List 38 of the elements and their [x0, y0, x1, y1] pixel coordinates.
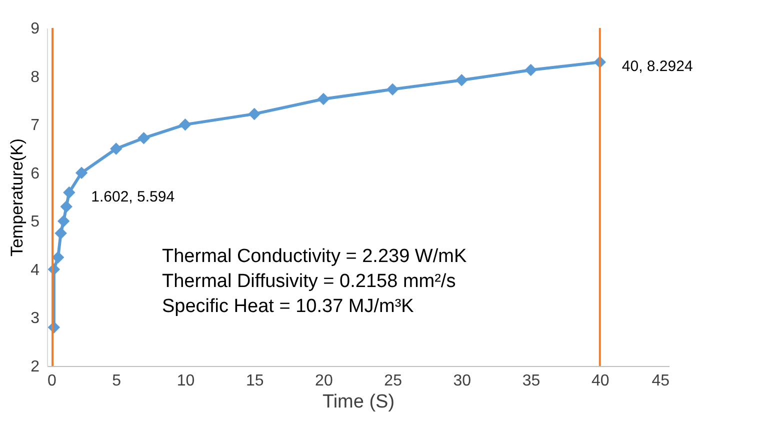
y-tick-label: 9 [30, 20, 40, 38]
y-tick-label: 3 [30, 310, 40, 328]
annotation: 40, 8.2924 [622, 58, 693, 76]
x-tick-label: 35 [522, 372, 540, 390]
point [138, 132, 150, 144]
point [75, 166, 88, 179]
x-tick-label: 0 [48, 372, 56, 390]
point [248, 108, 260, 120]
x-tick-label: 25 [384, 372, 402, 390]
point [110, 142, 122, 155]
y-tick-label: 2 [30, 358, 40, 376]
y-tick-label: 7 [30, 117, 40, 134]
y-axis-title: Temperature(K) [8, 138, 27, 257]
y-tick-label: 4 [30, 262, 40, 279]
x-tick-label: 40 [591, 372, 610, 390]
point [54, 227, 67, 240]
x-tick-label: 20 [315, 372, 333, 390]
y-tick-label: 6 [30, 165, 40, 182]
point [179, 118, 192, 131]
x-tick-label: 15 [246, 372, 264, 390]
point [60, 200, 72, 213]
point [386, 83, 399, 96]
point [57, 215, 70, 228]
y-tick-label: 8 [30, 68, 40, 86]
x-tick-label: 5 [112, 372, 122, 390]
point [317, 92, 330, 106]
annotation: Specific Heat = 10.37 MJ/m³K [162, 296, 414, 317]
x-tick-label: 30 [453, 372, 472, 390]
x-tick-label: 10 [176, 372, 195, 390]
x-tick-label: 45 [652, 372, 670, 390]
annotation: Thermal Diffusivity = 0.2158 mm²/s [162, 271, 456, 292]
annotation: 1.602, 5.594 [91, 188, 175, 206]
point [63, 186, 76, 199]
point [524, 64, 537, 76]
x-axis-title: Time (S) [322, 392, 395, 412]
point [456, 74, 468, 86]
y-tick-label: 5 [30, 214, 40, 231]
annotation: Thermal Conductivity = 2.239 W/mK [162, 246, 467, 267]
